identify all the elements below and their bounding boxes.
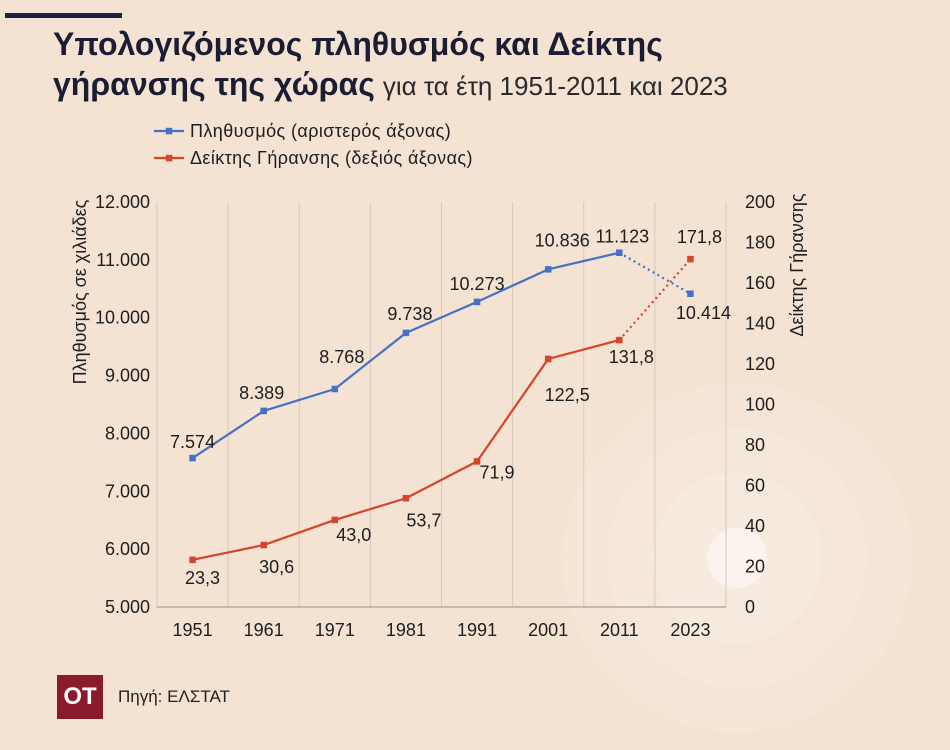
y-right-tick-label: 20: [745, 557, 765, 577]
y-right-tick-label: 80: [745, 435, 765, 455]
x-tick-label: 1991: [457, 620, 497, 640]
data-label-population: 10.836: [535, 230, 590, 250]
data-label-population: 8.768: [319, 347, 364, 367]
y-left-tick-label: 6.000: [105, 539, 150, 559]
marker-population: [260, 407, 267, 415]
title-line2-regular: για τα έτη 1951-2011 και 2023: [382, 71, 728, 101]
y-right-tick-label: 120: [745, 354, 775, 374]
title-line-1: Υπολογιζόμενος πληθυσμός και Δείκτης: [53, 24, 728, 64]
y-right-tick-label: 180: [745, 233, 775, 253]
brand-logo: OT: [57, 675, 103, 719]
y-left-tick-label: 7.000: [105, 481, 150, 501]
marker-aging-index: [402, 495, 410, 502]
legend-item-population: Πληθυσμός (αριστερός άξονας): [154, 121, 451, 141]
legend-item-aging-index: Δείκτης Γήρανσης (δεξιός άξονας): [154, 148, 473, 168]
y-left-tick-label: 9.000: [105, 366, 150, 386]
y-right-tick-label: 200: [745, 192, 775, 212]
title-line1-bold: Υπολογιζόμενος πληθυσμός και Δείκτης: [53, 26, 663, 62]
marker-population: [687, 290, 694, 298]
y-right-tick-label: 100: [745, 395, 775, 415]
data-label-population: 8.389: [239, 383, 284, 403]
logo-text: OT: [63, 683, 97, 710]
data-label-aging-index: 122,5: [545, 385, 590, 405]
legend: Πληθυσμός (αριστερός άξονας) Δείκτης Γήρ…: [154, 121, 473, 168]
marker-aging-index: [260, 541, 267, 549]
y-left-tick-label: 8.000: [105, 423, 150, 443]
x-tick-label: 1981: [386, 620, 426, 640]
x-tick-label: 1951: [173, 620, 213, 640]
chart-title: Υπολογιζόμενος πληθυσμός και Δείκτης γήρ…: [53, 24, 728, 106]
legend-marker-aging-index: [165, 154, 173, 162]
data-label-aging-index: 53,7: [406, 510, 441, 530]
data-label-population: 11.123: [595, 227, 649, 247]
y-left-axis-title: Πληθυσμός σε χιλιάδες: [70, 199, 90, 384]
legend-marker-population: [165, 127, 173, 135]
accent-bar: [5, 13, 122, 18]
marker-aging-index: [544, 355, 552, 363]
data-label-aging-index: 23,3: [185, 568, 220, 588]
data-label-aging-index: 43,0: [336, 525, 371, 545]
data-label-population: 7.574: [170, 432, 215, 452]
data-labels: 7.574 8.389 8.768 9.738 10.273 10.836 11.123 10…: [170, 227, 731, 588]
y-left-tick-label: 10.000: [95, 308, 150, 328]
data-label-population: 10.414: [676, 303, 731, 323]
marker-aging-index: [473, 458, 481, 465]
marker-aging-index: [331, 516, 339, 524]
marker-aging-index: [189, 556, 196, 564]
series-layer: [189, 249, 694, 564]
decorative-circle: [562, 383, 912, 733]
decorative-circle: [652, 473, 822, 643]
y-left-tick-label: 11.000: [96, 250, 150, 270]
data-label-aging-index: 171,8: [677, 227, 722, 247]
x-tick-label: 1961: [244, 620, 284, 640]
title-line2-bold: γήρανσης της χώρας: [53, 66, 375, 102]
y-right-tick-label: 60: [745, 476, 765, 496]
series-projection-aging-index: [618, 258, 692, 341]
marker-population: [473, 298, 481, 306]
x-tick-label: 2011: [600, 620, 639, 640]
gridlines: [156, 202, 727, 607]
data-label-aging-index: 131,8: [609, 347, 654, 367]
decorative-circles: [562, 383, 912, 733]
y-right-tick-label: 140: [745, 314, 775, 334]
marker-aging-index: [687, 255, 694, 263]
x-tick-label: 1971: [315, 620, 355, 640]
marker-population: [189, 454, 196, 462]
y-left-tick-label: 12.000: [95, 192, 150, 212]
x-tick-label: 2023: [670, 620, 710, 640]
title-line-2: γήρανσης της χώρας για τα έτη 1951-2011 κ…: [53, 64, 728, 106]
axes: 5.000 6.000 7.000 8.000 9.000 10.000 11.000 12.…: [95, 192, 775, 640]
data-label-population: 10.273: [450, 274, 505, 294]
decorative-circle: [707, 528, 767, 588]
y-left-tick-label: 5.000: [105, 597, 150, 617]
marker-aging-index: [616, 336, 623, 344]
x-tick-label: 2001: [528, 620, 568, 640]
y-right-tick-label: 160: [745, 273, 775, 293]
marker-population: [331, 385, 339, 393]
data-label-aging-index: 71,9: [480, 462, 515, 482]
legend-label-population: Πληθυσμός (αριστερός άξονας): [190, 121, 451, 141]
source-note: Πηγή: ΕΛΣΤΑΤ: [118, 687, 230, 706]
data-label-population: 9.738: [387, 304, 432, 324]
legend-label-aging-index: Δείκτης Γήρανσης (δεξιός άξονας): [190, 148, 473, 168]
y-right-tick-label: 0: [745, 597, 755, 617]
marker-population: [402, 329, 410, 337]
marker-population: [616, 249, 623, 256]
series-line-population: [191, 251, 620, 459]
y-right-axis-title: Δείκτης Γήρανσης: [787, 193, 807, 337]
marker-population: [544, 266, 552, 273]
decorative-circle: [607, 428, 867, 688]
data-label-aging-index: 30,6: [259, 557, 294, 577]
y-right-tick-label: 40: [745, 516, 765, 536]
